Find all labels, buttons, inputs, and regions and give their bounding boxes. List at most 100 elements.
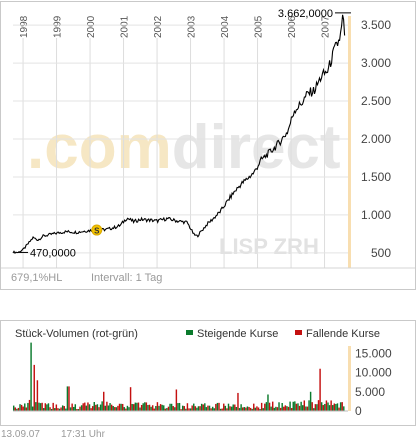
volume-bar — [153, 408, 155, 411]
volume-bar — [271, 401, 274, 411]
volume-bar — [254, 407, 257, 411]
volume-bar — [77, 409, 80, 411]
volume-bar — [279, 407, 282, 411]
volume-bar — [159, 404, 162, 411]
volume-bar — [65, 408, 67, 411]
volume-bar — [90, 408, 92, 411]
volume-bar — [145, 402, 148, 411]
volume-bar — [85, 405, 88, 411]
volume-bar — [341, 402, 343, 411]
volume-bar — [120, 403, 122, 411]
volume-bar — [194, 406, 197, 411]
volume-bar — [281, 403, 283, 411]
volume-bar — [338, 407, 340, 411]
volume-bar — [71, 403, 73, 411]
volume-bar — [43, 408, 45, 411]
volume-bar — [84, 402, 86, 411]
volume-bar — [63, 406, 65, 411]
volume-bar — [38, 402, 40, 411]
volume-bar — [241, 407, 244, 411]
volume-bar — [253, 403, 255, 411]
volume-bar — [196, 407, 198, 411]
volume-bar — [28, 399, 31, 411]
volume-bar — [61, 405, 64, 411]
volume-bar — [207, 405, 209, 411]
volume-bar — [156, 402, 159, 411]
volume-bar — [309, 391, 312, 411]
volume-bar — [186, 403, 189, 411]
volume-bar — [232, 404, 234, 411]
volume-bar — [317, 400, 320, 411]
volume-bar — [14, 407, 17, 411]
volume-bar — [246, 406, 249, 411]
volume-y-tick-label: 0 — [355, 404, 362, 418]
volume-bar — [343, 406, 345, 411]
volume-range-bar — [348, 346, 351, 411]
current-range-bar — [348, 16, 351, 268]
volume-bar — [88, 404, 91, 411]
volume-bar — [270, 406, 272, 411]
volume-bar — [210, 408, 212, 411]
legend-label: Steigende Kurse — [197, 328, 278, 340]
volume-bar — [118, 403, 121, 411]
volume-bar — [52, 402, 54, 411]
volume-bar — [200, 403, 203, 411]
volume-bar — [101, 401, 103, 411]
volume-bar — [16, 408, 18, 411]
volume-bar — [49, 407, 51, 411]
volume-bar — [112, 406, 114, 411]
x-tick-label: 2002 — [153, 15, 164, 38]
volume-bar — [166, 408, 168, 411]
volume-bar — [41, 402, 43, 411]
interval-stat: Intervall: 1 Tag — [91, 272, 162, 284]
volume-bar — [262, 408, 264, 411]
volume-bar — [237, 392, 239, 411]
volume-bar — [283, 406, 285, 411]
volume-bar — [50, 408, 53, 411]
y-tick-label: 500 — [371, 246, 391, 260]
watermark-rest: direct — [172, 113, 341, 182]
x-tick-label: 1998 — [19, 15, 30, 38]
y-tick-label: 2.000 — [361, 132, 391, 146]
volume-bar — [69, 407, 72, 411]
volume-bar — [155, 406, 157, 411]
volume-bar — [24, 403, 26, 411]
volume-bar — [336, 403, 339, 411]
legend-swatch — [186, 330, 193, 335]
volume-bar — [302, 405, 304, 411]
volume-bar — [325, 400, 328, 411]
volume-bar — [82, 403, 84, 411]
volume-bar — [57, 408, 59, 411]
volume-bar — [169, 403, 171, 411]
volume-bar — [303, 400, 306, 411]
volume-bar — [339, 402, 342, 411]
volume-bar — [197, 406, 200, 411]
volume-bar — [125, 408, 127, 411]
volume-bar — [172, 406, 174, 411]
volume-bar — [284, 405, 287, 411]
y-tick-label: 1.000 — [361, 208, 391, 222]
x-tick-label: 2001 — [120, 15, 131, 38]
volume-bar — [181, 405, 184, 411]
volume-bar — [123, 407, 125, 411]
volume-bar — [276, 407, 279, 411]
volume-bar — [264, 403, 266, 411]
volume-bar — [55, 404, 58, 411]
volume-bar — [22, 406, 24, 411]
volume-bar — [245, 407, 247, 411]
volume-bar — [73, 406, 75, 411]
volume-bar — [215, 403, 217, 411]
volume-bar — [126, 405, 129, 411]
x-tick-label: 2005 — [254, 15, 265, 38]
volume-bar — [298, 405, 301, 411]
volume-bar — [300, 401, 302, 411]
volume-bar — [115, 407, 118, 411]
volume-bar — [267, 394, 269, 411]
volume-bar — [319, 368, 321, 411]
volume-bar — [163, 405, 165, 411]
volume-bar — [204, 403, 206, 411]
volume-bar — [66, 386, 69, 411]
volume-bar — [256, 406, 258, 411]
volume-bar — [183, 406, 185, 411]
volume-bar — [202, 404, 204, 411]
